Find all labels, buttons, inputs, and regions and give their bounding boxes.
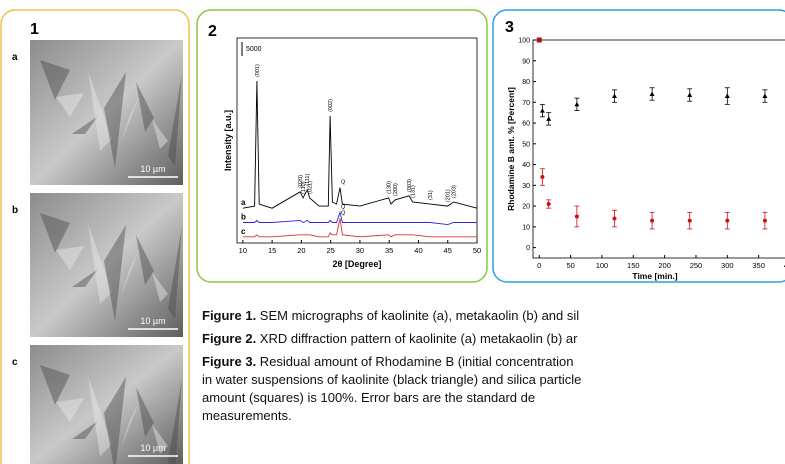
peak-label: Q: [341, 204, 346, 210]
panel3-border: [493, 10, 785, 282]
y-tick-label: 50: [522, 141, 530, 148]
marker: [688, 219, 692, 223]
y-tick-label: 30: [522, 183, 530, 190]
image-label: b: [12, 205, 18, 216]
x-tick-label: 50: [566, 261, 574, 270]
caption-line: amount (squares) is 100%. Error bars are…: [202, 390, 535, 405]
y-tick-label: 90: [522, 58, 530, 65]
scale-label: 10 µm: [140, 316, 165, 326]
peak-label: (002): [328, 99, 334, 112]
caption-line: Figure 2. XRD diffraction pattern of kao…: [202, 331, 578, 346]
y-tick-label: 80: [522, 79, 530, 86]
scale-label: 10 µm: [140, 164, 165, 174]
curve-label: a: [241, 198, 246, 207]
xrd-curve: [243, 212, 477, 224]
curve-label: b: [241, 213, 246, 222]
panel-label: 2: [208, 23, 217, 40]
panel-label: 3: [505, 19, 514, 36]
marker: [540, 175, 544, 179]
marker: [687, 93, 692, 98]
caption-line: measurements.: [202, 408, 292, 423]
y-tick-label: 20: [522, 204, 530, 211]
x-tick-label: 100: [596, 261, 609, 270]
marker: [762, 94, 767, 99]
x-axis-title: Time [min.]: [632, 271, 677, 281]
marker: [612, 217, 616, 221]
plot-frame: [533, 40, 785, 258]
panel2-border: [197, 10, 487, 282]
caption-lead: Figure 2.: [202, 331, 256, 346]
y-tick-label: 60: [522, 121, 530, 128]
marker: [725, 94, 730, 99]
x-tick-label: 20: [297, 246, 305, 255]
marker: [612, 94, 617, 99]
peak-label: (021): [308, 181, 314, 194]
x-tick-label: 25: [326, 246, 334, 255]
xrd-curve: [243, 218, 477, 236]
peak-label: (130): [387, 181, 393, 194]
panel-label: 1: [30, 21, 39, 38]
caption-lead: Figure 1.: [202, 308, 256, 323]
x-tick-label: 200: [658, 261, 671, 270]
scale-value: 5000: [246, 46, 262, 53]
peak-label: (31): [428, 190, 434, 200]
x-tick-label: 350: [752, 261, 765, 270]
page: 1 2 3 a 10 µm b 10 µm c 10 µm 10 15 20 25 30 35 40 45…: [0, 0, 785, 464]
marker: [547, 202, 551, 206]
marker: [574, 102, 579, 107]
y-axis-title: Rhodamine B amt. % [Percent]: [506, 87, 516, 211]
marker: [546, 116, 551, 121]
caption-text: SEM micrographs of kaolinite (a), metaka…: [256, 308, 579, 323]
y-axis-title: Intensity [a.u.]: [223, 110, 233, 171]
marker: [650, 219, 654, 223]
x-tick-label: 45: [444, 246, 452, 255]
marker: [540, 108, 545, 113]
caption-line: Figure 3. Residual amount of Rhodamine B…: [202, 354, 573, 369]
x-tick-label: 30: [356, 246, 364, 255]
marker: [725, 219, 729, 223]
marker: [650, 91, 655, 96]
x-tick-label: 0: [537, 261, 541, 270]
x-tick-label: 15: [268, 246, 276, 255]
y-tick-label: 40: [522, 162, 530, 169]
peak-label: Q: [341, 180, 346, 186]
y-tick-label: 0: [526, 245, 530, 252]
marker: [537, 38, 542, 43]
peak-label: (001): [255, 64, 261, 77]
y-tick-label: 70: [522, 100, 530, 107]
image-label: c: [12, 357, 18, 368]
y-tick-label: 100: [518, 38, 530, 45]
caption-text: XRD diffraction pattern of kaolinite (a)…: [256, 331, 578, 346]
caption-text: measurements.: [202, 408, 292, 423]
peak-label: (203): [452, 185, 458, 198]
plot-frame: [237, 38, 477, 243]
x-tick-label: 40: [414, 246, 422, 255]
marker: [763, 219, 767, 223]
y-tick-label: 10: [522, 224, 530, 231]
peak-label: Q: [341, 210, 346, 216]
image-label: a: [12, 52, 18, 63]
x-tick-label: 10: [239, 246, 247, 255]
x-tick-label: 35: [385, 246, 393, 255]
curve-label: c: [241, 227, 246, 236]
caption-line: Figure 1. SEM micrographs of kaolinite (…: [202, 308, 579, 323]
caption-lead: Figure 3.: [202, 354, 256, 369]
caption-text: Residual amount of Rhodamine B (initial …: [256, 354, 573, 369]
scale-label: 10 µm: [140, 443, 165, 453]
caption-text: in water suspensions of kaolinite (black…: [202, 372, 581, 387]
x-tick-label: 150: [627, 261, 640, 270]
x-tick-label: 50: [473, 246, 481, 255]
x-axis-title: 2θ [Degree]: [333, 259, 382, 269]
x-tick-label: 250: [690, 261, 703, 270]
x-tick-label: 300: [721, 261, 734, 270]
peak-label: (131): [411, 185, 417, 198]
caption-text: amount (squares) is 100%. Error bars are…: [202, 390, 535, 405]
xrd-curve: [243, 81, 477, 208]
peak-label: (200): [393, 183, 399, 196]
caption-line: in water suspensions of kaolinite (black…: [202, 372, 581, 387]
marker: [575, 214, 579, 218]
